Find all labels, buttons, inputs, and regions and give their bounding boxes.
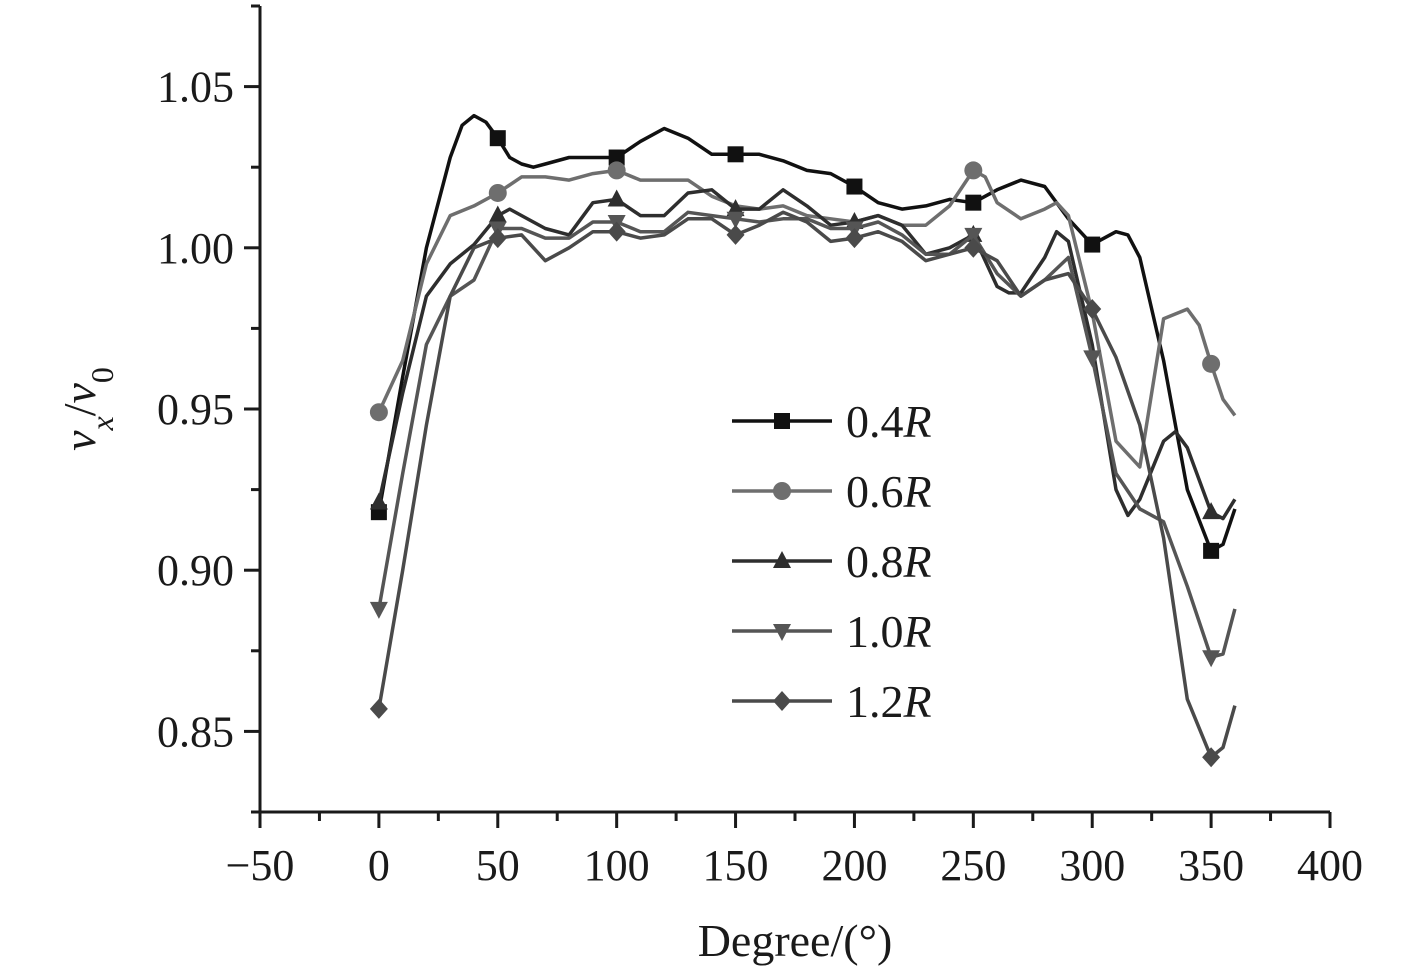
y-ticks: 0.85 0.90 0.95 1.00 1.05 [157,4,260,814]
data-point-marker [774,413,790,429]
data-point-marker [964,227,983,245]
y-tick-label: 0.90 [157,546,234,595]
data-point-marker [845,228,864,249]
series-3 [369,210,1237,668]
data-point-marker [1083,299,1102,320]
y-axis-title-sub-0: 0 [84,367,120,383]
data-point-marker [726,211,745,229]
axes [258,6,1330,814]
legend-label-number: 1.0 [846,606,904,657]
x-tick-label: 50 [476,841,520,890]
legend-item: 1.0R [732,606,932,657]
y-tick-label: 1.00 [157,224,234,273]
series-line [377,210,1237,659]
data-point-marker [773,691,791,711]
x-tick-label: 350 [1178,841,1244,890]
y-axis-title-v: v [54,430,105,451]
x-tick-label: −50 [226,841,295,890]
series-line [377,113,1237,553]
legend-label: 1.0R [846,606,932,657]
data-point-marker [965,194,982,211]
legend-item: 0.6R [732,466,932,517]
data-point-marker [607,189,626,207]
legend-item: 0.8R [732,536,932,587]
data-point-marker [369,698,388,719]
legend-label-unit: R [903,606,932,657]
legend-label: 1.2R [846,676,932,727]
data-point-marker [726,224,745,245]
y-tick-label: 0.85 [157,707,234,756]
legend-label-number: 0.6 [846,466,904,517]
legend-label-unit: R [903,676,932,727]
data-point-marker [846,178,863,195]
x-ticks: −50 0 50 100 150 200 250 300 350 400 [226,812,1363,890]
data-point-marker [608,149,625,166]
x-tick-label: 0 [368,841,390,890]
x-tick-label: 250 [940,841,1006,890]
legend: 0.4R0.6R0.8R1.0R1.2R [732,396,932,727]
legend-item: 0.4R [732,396,932,447]
y-axis-title-v0: v [54,383,105,404]
y-axis-title-sub-x: x [84,416,120,431]
data-point-marker [607,161,626,180]
legend-item: 1.2R [732,676,932,727]
legend-label-number: 0.4 [846,396,904,447]
legend-label: 0.6R [846,466,932,517]
data-point-marker [964,237,983,258]
data-point-marker [1203,542,1220,559]
data-point-marker [489,130,506,147]
data-point-marker [1202,747,1221,768]
x-tick-label: 400 [1297,841,1363,890]
data-point-marker [369,403,388,422]
x-axis-title: Degree/(°) [698,915,893,966]
legend-label-number: 1.2 [846,676,904,727]
data-point-marker [1084,236,1101,253]
legend-label-unit: R [903,536,932,587]
data-point-marker [1202,354,1221,373]
legend-label-number: 0.8 [846,536,904,587]
legend-label: 0.4R [846,396,932,447]
series-line [377,210,1237,759]
data-point-marker [773,624,791,641]
data-point-marker [607,221,626,242]
series-layer [369,113,1237,768]
data-point-marker [369,601,388,619]
y-tick-label: 0.95 [157,385,234,434]
y-axis-title-slash: / [54,403,105,416]
data-point-marker [488,205,507,223]
data-point-marker [773,551,791,568]
x-tick-label: 300 [1059,841,1125,890]
data-point-marker [964,161,983,180]
legend-label: 0.8R [846,536,932,587]
data-point-marker [488,228,507,249]
data-point-marker [369,492,388,510]
data-point-marker [1202,650,1221,668]
y-axis-title: vx/v0 [54,367,120,451]
x-tick-label: 150 [703,841,769,890]
data-point-marker [773,482,791,500]
y-tick-label: 1.05 [157,63,234,112]
x-tick-label: 100 [584,841,650,890]
x-tick-label: 200 [821,841,887,890]
data-point-marker [1202,502,1221,520]
data-point-marker [727,146,744,163]
data-point-marker [1083,350,1102,368]
series-line [377,188,1237,521]
series-4 [369,210,1237,768]
legend-label-unit: R [903,396,932,447]
legend-label-unit: R [903,466,932,517]
data-point-marker [488,183,507,202]
